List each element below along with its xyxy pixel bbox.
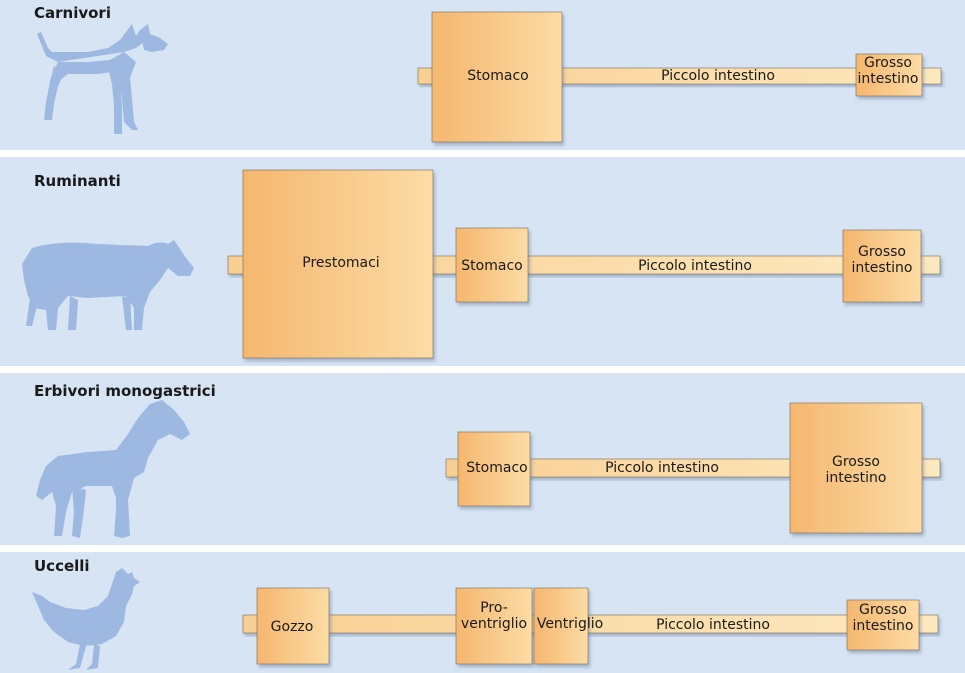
organ-label-line: intestino xyxy=(853,618,914,634)
organ-label-line: Grosso xyxy=(832,454,880,470)
organ-label-grosso-intestino: Grosso intestino xyxy=(826,454,887,486)
organ-stomaco xyxy=(457,431,531,507)
organ-grosso-intestino xyxy=(846,599,920,651)
organ-grosso-intestino xyxy=(855,53,923,97)
organ-gozzo xyxy=(256,587,330,665)
organ-label-ventriglio: Ventriglio xyxy=(537,616,603,632)
organ-label-line: Grosso xyxy=(858,244,906,260)
organ-label-line: Piccolo intestino xyxy=(638,258,752,274)
tract-erbivori-monogastrici: Stomaco Piccolo intestino Grosso intestino xyxy=(445,402,941,534)
organ-label-stomaco: Stomaco xyxy=(461,258,522,274)
organ-grosso-intestino xyxy=(842,229,922,303)
group-title-ruminanti: Ruminanti xyxy=(34,172,121,190)
horse-silhouette-icon xyxy=(36,400,190,538)
organ-grosso-intestino xyxy=(789,402,923,534)
organ-label-gozzo: Gozzo xyxy=(271,619,314,635)
organ-prestomaci xyxy=(242,169,434,359)
organ-label-piccolo-intestino: Piccolo intestino xyxy=(656,617,770,633)
organ-label-line: intestino xyxy=(858,71,919,87)
organ-label-stomaco: Stomaco xyxy=(467,68,528,84)
organ-label-pro-ventriglio: Pro-ventriglio xyxy=(461,600,527,632)
group-title-erbivori-monogastrici: Erbivori monogastrici xyxy=(34,382,216,400)
intestinal-tube xyxy=(242,614,939,634)
organ-label-line: Piccolo intestino xyxy=(656,617,770,633)
organ-label-piccolo-intestino: Piccolo intestino xyxy=(605,460,719,476)
organ-label-stomaco: Stomaco xyxy=(466,460,527,476)
organ-label-line: Gozzo xyxy=(271,619,314,635)
chicken-silhouette-icon xyxy=(32,568,140,670)
tract-uccelli: Gozzo Pro-ventriglio Ventriglio Piccolo int… xyxy=(242,587,939,665)
organ-label-line: Grosso xyxy=(864,55,912,71)
organ-stomaco xyxy=(431,11,563,143)
dog-silhouette-icon xyxy=(37,24,168,134)
organ-label-prestomaci: Prestomaci xyxy=(302,255,379,271)
organ-label-line: Pro- xyxy=(480,600,508,616)
group-title-carnivori: Carnivori xyxy=(34,4,111,22)
organ-ventriglio xyxy=(533,587,589,665)
tract-carnivori: Stomaco Piccolo intestino Grosso intestino xyxy=(417,11,942,143)
organ-label-line: Piccolo intestino xyxy=(661,68,775,84)
organ-label-grosso-intestino: Grosso intestino xyxy=(858,55,919,87)
organ-label-grosso-intestino: Grosso intestino xyxy=(852,244,913,276)
organ-label-line: Stomaco xyxy=(461,258,522,274)
organ-label-line: ventriglio xyxy=(461,616,527,632)
tract-ruminanti: Prestomaci Stomaco Piccolo intestino Grosso… xyxy=(227,169,941,359)
organ-label-piccolo-intestino: Piccolo intestino xyxy=(661,68,775,84)
organ-label-line: Prestomaci xyxy=(302,255,379,271)
organ-label-grosso-intestino: Grosso intestino xyxy=(853,602,914,634)
cow-silhouette-icon xyxy=(22,240,194,330)
organ-pro-ventriglio xyxy=(455,587,533,665)
organ-label-line: Ventriglio xyxy=(537,616,603,632)
organ-stomaco xyxy=(455,227,529,303)
organ-label-line: Stomaco xyxy=(467,68,528,84)
organ-label-line: intestino xyxy=(852,260,913,276)
group-title-uccelli: Uccelli xyxy=(34,557,90,575)
organ-label-line: Stomaco xyxy=(466,460,527,476)
organ-label-piccolo-intestino: Piccolo intestino xyxy=(638,258,752,274)
organ-label-line: intestino xyxy=(826,470,887,486)
organ-label-line: Piccolo intestino xyxy=(605,460,719,476)
organ-label-line: Grosso xyxy=(859,602,907,618)
